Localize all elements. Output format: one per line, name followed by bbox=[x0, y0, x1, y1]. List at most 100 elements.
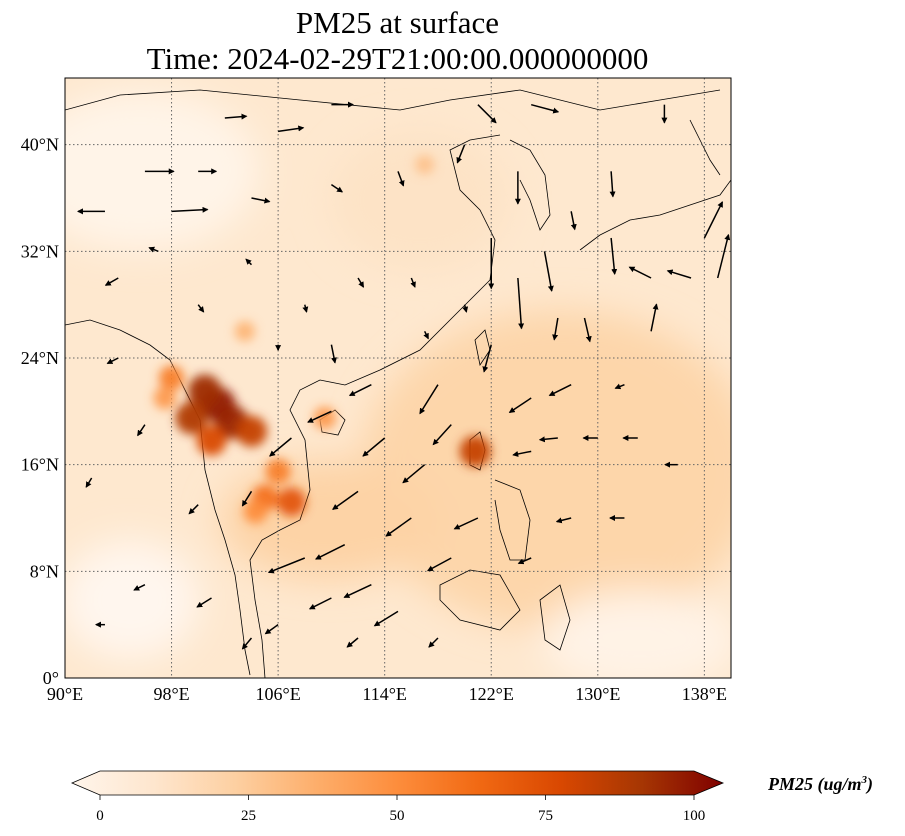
chart-title-line-1: PM25 at surface bbox=[295, 5, 500, 40]
pm25-hotspot bbox=[235, 415, 268, 447]
wind-arrow bbox=[609, 171, 616, 198]
wind-arrow bbox=[346, 637, 359, 648]
wind-arrow bbox=[477, 104, 497, 124]
wind-arrow bbox=[332, 490, 359, 510]
colorbar-label-close: ) bbox=[867, 774, 874, 794]
wind-arrow bbox=[251, 197, 271, 204]
wind-arrow bbox=[373, 610, 399, 627]
wind-arrow bbox=[428, 637, 439, 648]
wind-arrow bbox=[308, 597, 332, 610]
pm25-hotspot bbox=[196, 425, 227, 456]
lon-tick-label: 98°E bbox=[153, 684, 189, 704]
wind-arrow bbox=[85, 477, 93, 488]
colorbar-ticks: 0 25 50 75 100 bbox=[96, 795, 705, 824]
wind-arrow bbox=[307, 410, 332, 423]
lat-tick-label: 24°N bbox=[21, 348, 59, 368]
lat-tick-label: 0° bbox=[43, 668, 59, 688]
wind-arrow bbox=[357, 277, 365, 288]
colorbar-tick-label: 75 bbox=[538, 808, 553, 824]
chart-title-line-2: Time: 2024-02-29T21:00:00.000000000 bbox=[146, 41, 649, 76]
wind-arrow bbox=[426, 557, 452, 572]
lon-tick-label: 130°E bbox=[575, 684, 620, 704]
wind-arrow bbox=[330, 344, 337, 364]
pm25-hotspot bbox=[277, 487, 306, 517]
colorbar-tick-label: 0 bbox=[96, 808, 104, 824]
wind-arrow bbox=[188, 504, 199, 515]
colorbar-body bbox=[70, 770, 725, 796]
lon-tick-label: 138°E bbox=[682, 684, 727, 704]
wind-arrow bbox=[583, 317, 592, 343]
lat-tick-label: 32°N bbox=[21, 241, 59, 261]
wind-arrow bbox=[555, 517, 572, 524]
wind-arrow bbox=[104, 277, 119, 286]
pm25-hotspot bbox=[459, 435, 491, 467]
wind-arrow bbox=[517, 557, 532, 565]
wind-arrow bbox=[196, 597, 212, 608]
lon-tick-label: 90°E bbox=[47, 684, 83, 704]
pm25-hotspot bbox=[188, 374, 222, 409]
lon-tick-label: 122°E bbox=[469, 684, 514, 704]
wind-arrow bbox=[423, 330, 429, 340]
wind-arrow bbox=[552, 317, 559, 341]
pm25-hotspot bbox=[153, 386, 177, 410]
wind-arrow bbox=[106, 357, 119, 365]
wind-arrow bbox=[538, 436, 558, 443]
pm25-background-field bbox=[65, 90, 731, 678]
wind-arrow bbox=[508, 397, 532, 414]
wind-arrow bbox=[703, 201, 724, 239]
wind-arrow bbox=[241, 490, 253, 507]
wind-arrow bbox=[531, 103, 560, 114]
wind-arrow bbox=[171, 206, 209, 213]
wind-arrow bbox=[315, 543, 346, 560]
wind-arrow bbox=[402, 464, 426, 484]
wind-arrow bbox=[137, 424, 146, 437]
wind-arrow bbox=[610, 237, 618, 275]
wind-arrow bbox=[362, 437, 386, 457]
wind-arrow bbox=[666, 269, 692, 279]
wind-arrow bbox=[517, 277, 525, 330]
wind-arrow bbox=[432, 424, 452, 446]
colorbar-tick-label: 100 bbox=[683, 808, 706, 824]
wind-arrow bbox=[614, 383, 625, 390]
colorbar-label-superscript: 3 bbox=[861, 774, 868, 786]
pm25-hotspot bbox=[158, 365, 185, 391]
pm25-hotspots bbox=[153, 155, 491, 524]
wind-arrow bbox=[133, 583, 146, 591]
wind-arrow bbox=[241, 637, 253, 650]
lat-tick-label: 40°N bbox=[21, 135, 59, 155]
wind-arrow bbox=[419, 384, 439, 415]
wind-arrow bbox=[548, 383, 572, 397]
longitude-ticks: 90°E 98°E 106°E 114°E 122°E 130°E 138°E bbox=[47, 684, 727, 704]
wind-arrow bbox=[650, 303, 659, 332]
map-frame bbox=[64, 77, 732, 679]
wind-arrow bbox=[224, 113, 248, 120]
wind-arrow bbox=[330, 184, 344, 193]
pm25-hotspot bbox=[175, 401, 208, 435]
wind-arrow bbox=[543, 251, 554, 292]
colorbar: 0 25 50 75 100 bbox=[70, 770, 725, 824]
wind-arrow bbox=[456, 144, 466, 164]
wind-arrow bbox=[570, 211, 577, 231]
wind-arrow bbox=[267, 557, 306, 574]
wind-arrow bbox=[197, 304, 205, 313]
latitude-ticks: 0° 8°N 16°N 24°N 32°N 40°N bbox=[21, 135, 59, 688]
wind-arrow bbox=[348, 383, 372, 397]
colorbar-tick-label: 25 bbox=[241, 808, 256, 824]
wind-arrow bbox=[453, 517, 479, 530]
wind-arrow bbox=[397, 171, 405, 187]
wind-arrow bbox=[462, 304, 469, 313]
lon-tick-label: 106°E bbox=[256, 684, 301, 704]
map-plot-area bbox=[65, 78, 731, 678]
lat-tick-label: 8°N bbox=[30, 561, 59, 581]
colorbar-tick-label: 50 bbox=[390, 808, 405, 824]
pm25-hotspot bbox=[243, 499, 268, 524]
colorbar-label: PM25 (ug/m3) bbox=[768, 774, 873, 795]
wind-arrow bbox=[278, 125, 305, 133]
pm25-hotspot bbox=[234, 321, 256, 342]
lat-tick-label: 16°N bbox=[21, 455, 59, 475]
wind-vectors bbox=[76, 101, 731, 650]
wind-arrow bbox=[343, 583, 372, 598]
wind-arrow bbox=[148, 246, 159, 253]
wind-arrow bbox=[385, 517, 412, 537]
